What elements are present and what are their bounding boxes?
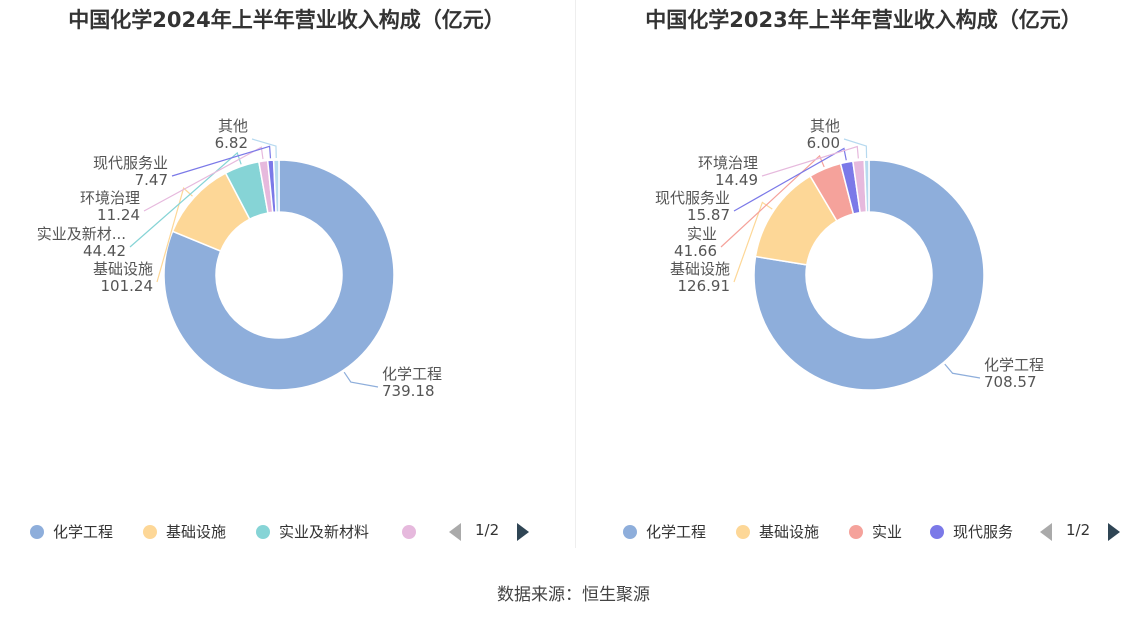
slice-value-label: 14.49	[715, 171, 758, 189]
slice-label: 基础设施	[670, 260, 730, 278]
legend-marker	[256, 525, 270, 539]
leader-line	[733, 201, 773, 283]
legend-marker	[402, 525, 416, 539]
chart-panel-2023: 中国化学2023年上半年营业收入构成（亿元） 化学工程 708.57 基础设施 126…	[577, 0, 1147, 560]
leader-line	[843, 138, 868, 159]
pager-prev-icon[interactable]	[449, 523, 461, 541]
legend-marker	[623, 525, 637, 539]
legend-label: 实业	[872, 523, 903, 541]
leader-line	[171, 145, 272, 177]
slice-label: 现代服务业	[93, 154, 168, 172]
pager-text: 1/2	[1066, 521, 1091, 539]
leader-line	[156, 187, 193, 283]
leader-line	[944, 363, 981, 379]
slice-value-label: 11.24	[97, 206, 140, 224]
legend-marker	[30, 525, 44, 539]
chart-title: 中国化学2024年上半年营业收入构成（亿元）	[68, 8, 505, 32]
leader-line	[143, 146, 264, 212]
pie-slice[interactable]	[163, 159, 395, 391]
leader-line	[129, 151, 242, 248]
legend-marker	[143, 525, 157, 539]
leader-line	[733, 147, 847, 212]
slice-value-label: 6.82	[215, 134, 248, 152]
chart-title: 中国化学2023年上半年营业收入构成（亿元）	[645, 8, 1082, 32]
slice-value-label: 41.66	[674, 242, 717, 260]
slice-label: 基础设施	[93, 260, 153, 278]
legend-marker	[930, 525, 944, 539]
slice-value-label: 7.47	[135, 171, 168, 189]
leader-line	[251, 138, 277, 159]
pager-prev-icon[interactable]	[1040, 523, 1052, 541]
legend-marker	[736, 525, 750, 539]
leader-line	[343, 371, 379, 388]
slice-label: 环境治理	[698, 154, 758, 172]
pager-text: 1/2	[475, 521, 500, 539]
slice-label: 实业及新材...	[37, 225, 126, 243]
slice-value-label: 126.91	[678, 277, 731, 295]
slice-value-label: 101.24	[101, 277, 154, 295]
slice-value-label: 44.42	[83, 242, 126, 260]
slice-label: 化学工程	[984, 356, 1044, 374]
leader-line	[761, 145, 859, 177]
legend-label: 基础设施	[759, 523, 820, 541]
legend-label: 化学工程	[646, 523, 707, 541]
pager-next-icon[interactable]	[1108, 523, 1120, 541]
chart-panel-2024: 中国化学2024年上半年营业收入构成（亿元） 化学工程 739.18 基础设施 101…	[0, 0, 573, 560]
slice-label: 其他	[810, 117, 840, 135]
slice-label: 现代服务业	[655, 189, 730, 207]
slice-value-label: 739.18	[382, 382, 435, 400]
slice-value-label: 708.57	[984, 373, 1037, 391]
slice-value-label: 6.00	[807, 134, 840, 152]
data-source-note: 数据来源：恒生聚源	[497, 585, 650, 605]
panel-divider	[575, 0, 576, 548]
legend-label: 基础设施	[166, 523, 227, 541]
slice-label: 环境治理	[80, 189, 140, 207]
pager-next-icon[interactable]	[517, 523, 529, 541]
legend-label: 实业及新材料	[279, 523, 370, 541]
legend-label: 现代服务	[953, 523, 1014, 541]
leader-line	[720, 154, 825, 248]
slice-label: 化学工程	[382, 365, 442, 383]
legend-label: 化学工程	[53, 523, 114, 541]
slice-label: 实业	[687, 225, 717, 243]
slice-value-label: 15.87	[687, 206, 730, 224]
pie-slice[interactable]	[753, 159, 985, 391]
legend-marker	[849, 525, 863, 539]
pie-slice[interactable]	[863, 159, 870, 213]
slice-label: 其他	[218, 117, 248, 135]
pie-slice[interactable]	[272, 159, 280, 213]
